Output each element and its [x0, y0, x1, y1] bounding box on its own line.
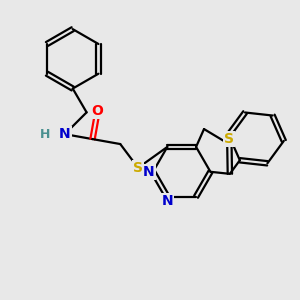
- Text: H: H: [40, 128, 50, 141]
- Text: N: N: [161, 194, 173, 208]
- Text: S: S: [133, 161, 143, 175]
- Text: N: N: [59, 127, 70, 141]
- Text: N: N: [143, 165, 155, 179]
- Text: S: S: [224, 132, 234, 146]
- Text: O: O: [92, 104, 104, 118]
